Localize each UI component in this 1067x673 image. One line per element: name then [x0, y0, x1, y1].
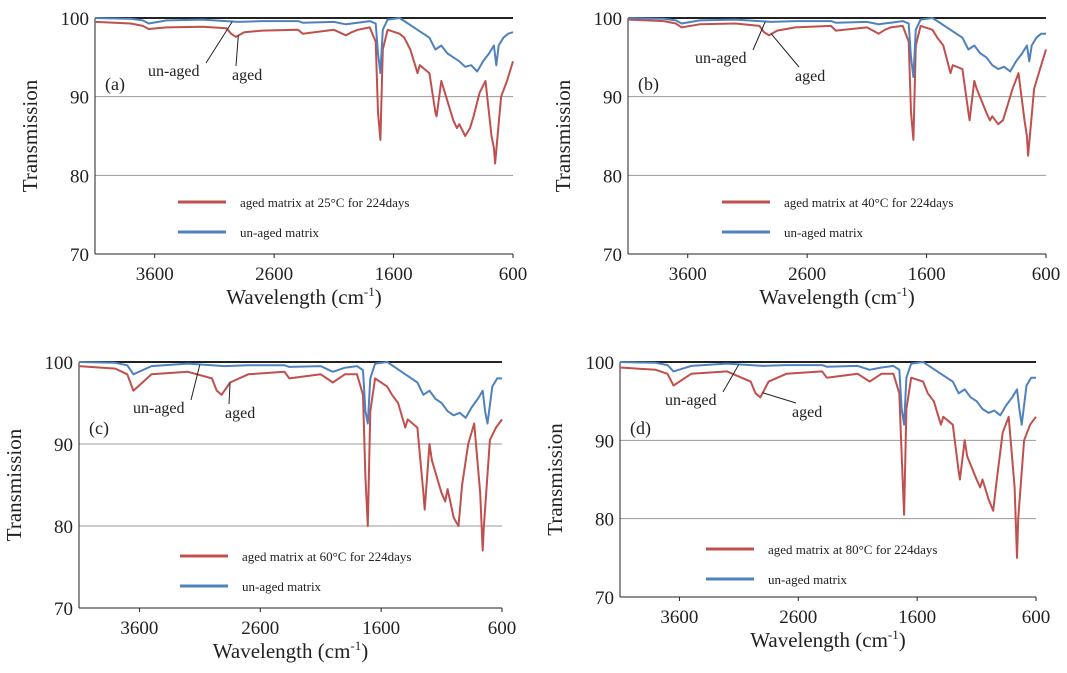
- y-tick-label: 70: [595, 588, 614, 609]
- series-line-aged: [94, 20, 514, 165]
- legend-label: aged matrix at 25°C for 224days: [240, 195, 409, 210]
- y-tick-label: 70: [603, 245, 622, 266]
- x-tick-label: 600: [1022, 607, 1051, 628]
- annotation-leader-aged: [770, 33, 800, 68]
- annotation-aged: aged: [795, 68, 825, 85]
- annotation-leader-aged: [762, 392, 797, 404]
- series-line-unaged: [94, 17, 514, 75]
- y-tick-label: 80: [603, 166, 622, 187]
- y-tick-label: 90: [603, 88, 622, 109]
- legend-label: un-aged matrix: [242, 579, 322, 594]
- series-line-aged: [78, 365, 503, 552]
- x-tick-label: 1600: [898, 607, 936, 628]
- legend-label: un-aged matrix: [240, 225, 320, 240]
- annotation-leader-unaged: [190, 364, 201, 401]
- y-tick-label: 70: [70, 245, 89, 266]
- chart-panel-1: 70 80 90 100 3600 2600 1600 600 (a) un-aged aged ag…: [18, 9, 527, 309]
- panel-label: (c): [89, 418, 109, 439]
- annotation-leader-aged: [228, 382, 231, 405]
- annotation-unaged: un-aged: [665, 392, 717, 409]
- x-tick-label: 2600: [255, 264, 293, 285]
- x-tick-label: 2600: [779, 607, 817, 628]
- x-tick-label: 1600: [375, 264, 413, 285]
- annotation-leader-unaged: [205, 21, 233, 64]
- series-line-unaged: [78, 361, 502, 425]
- annotation-leader-unaged: [722, 364, 740, 393]
- series-line-unaged: [619, 361, 1036, 426]
- y-tick-label: 80: [595, 510, 614, 531]
- y-tick-label: 90: [54, 435, 73, 456]
- x-axis-label: Wavelength (cm-1): [226, 284, 382, 309]
- x-tick-label: 600: [1032, 264, 1061, 285]
- chart-panel-4: 70 80 90 100 3600 2600 1600 600 (d) un-aged aged ag…: [543, 353, 1050, 652]
- y-tick-label: 80: [70, 166, 89, 187]
- y-axis-label: Transmission: [551, 79, 575, 192]
- x-tick-label: 1600: [908, 264, 946, 285]
- x-tick-label: 1600: [362, 618, 400, 639]
- series-line-aged: [627, 18, 1047, 157]
- annotation-aged: aged: [225, 405, 255, 422]
- legend-label: un-aged matrix: [784, 225, 864, 240]
- legend-label: un-aged matrix: [768, 572, 848, 587]
- x-axis-label: Wavelength (cm-1): [759, 284, 915, 309]
- annotation-unaged: un-aged: [695, 50, 747, 67]
- y-tick-label: 80: [54, 517, 73, 538]
- x-tick-label: 3600: [136, 264, 174, 285]
- x-axis-label: Wavelength (cm-1): [750, 627, 906, 652]
- y-tick-label: 100: [45, 353, 74, 374]
- x-tick-label: 2600: [788, 264, 826, 285]
- series-line-aged: [619, 366, 1037, 559]
- y-axis-label: Transmission: [18, 79, 42, 192]
- y-tick-label: 100: [586, 353, 615, 374]
- chart-panel-2: 70 80 90 100 3600 2600 1600 600 (b) un-aged aged ag…: [551, 9, 1060, 309]
- x-tick-label: 3600: [660, 607, 698, 628]
- series-line-unaged: [627, 17, 1046, 78]
- annotation-leader-aged: [235, 35, 239, 67]
- x-tick-label: 3600: [669, 264, 707, 285]
- annotation-aged: aged: [232, 67, 262, 84]
- annotation-unaged: un-aged: [148, 63, 200, 80]
- chart-panel-3: 70 80 90 100 3600 2600 1600 600 (c) un-aged aged ag…: [2, 353, 516, 663]
- y-axis-label: Transmission: [2, 428, 26, 541]
- legend-label: aged matrix at 60°C for 224days: [242, 549, 411, 564]
- x-axis-label: Wavelength (cm-1): [213, 638, 369, 663]
- y-tick-label: 70: [54, 599, 73, 620]
- y-tick-label: 90: [70, 88, 89, 109]
- annotation-aged: aged: [792, 404, 822, 421]
- legend-label: aged matrix at 40°C for 224days: [784, 195, 953, 210]
- y-tick-label: 100: [594, 9, 623, 30]
- panel-label: (a): [105, 74, 125, 95]
- legend-label: aged matrix at 80°C for 224days: [768, 542, 937, 557]
- y-tick-label: 90: [595, 431, 614, 452]
- annotation-leader-unaged: [752, 21, 766, 51]
- panel-label: (d): [630, 418, 651, 439]
- x-tick-label: 2600: [241, 618, 279, 639]
- x-tick-label: 600: [488, 618, 517, 639]
- x-tick-label: 3600: [120, 618, 158, 639]
- y-tick-label: 100: [61, 9, 90, 30]
- panel-label: (b): [638, 74, 659, 95]
- annotation-unaged: un-aged: [133, 400, 185, 417]
- x-tick-label: 600: [499, 264, 528, 285]
- y-axis-label: Transmission: [543, 423, 567, 536]
